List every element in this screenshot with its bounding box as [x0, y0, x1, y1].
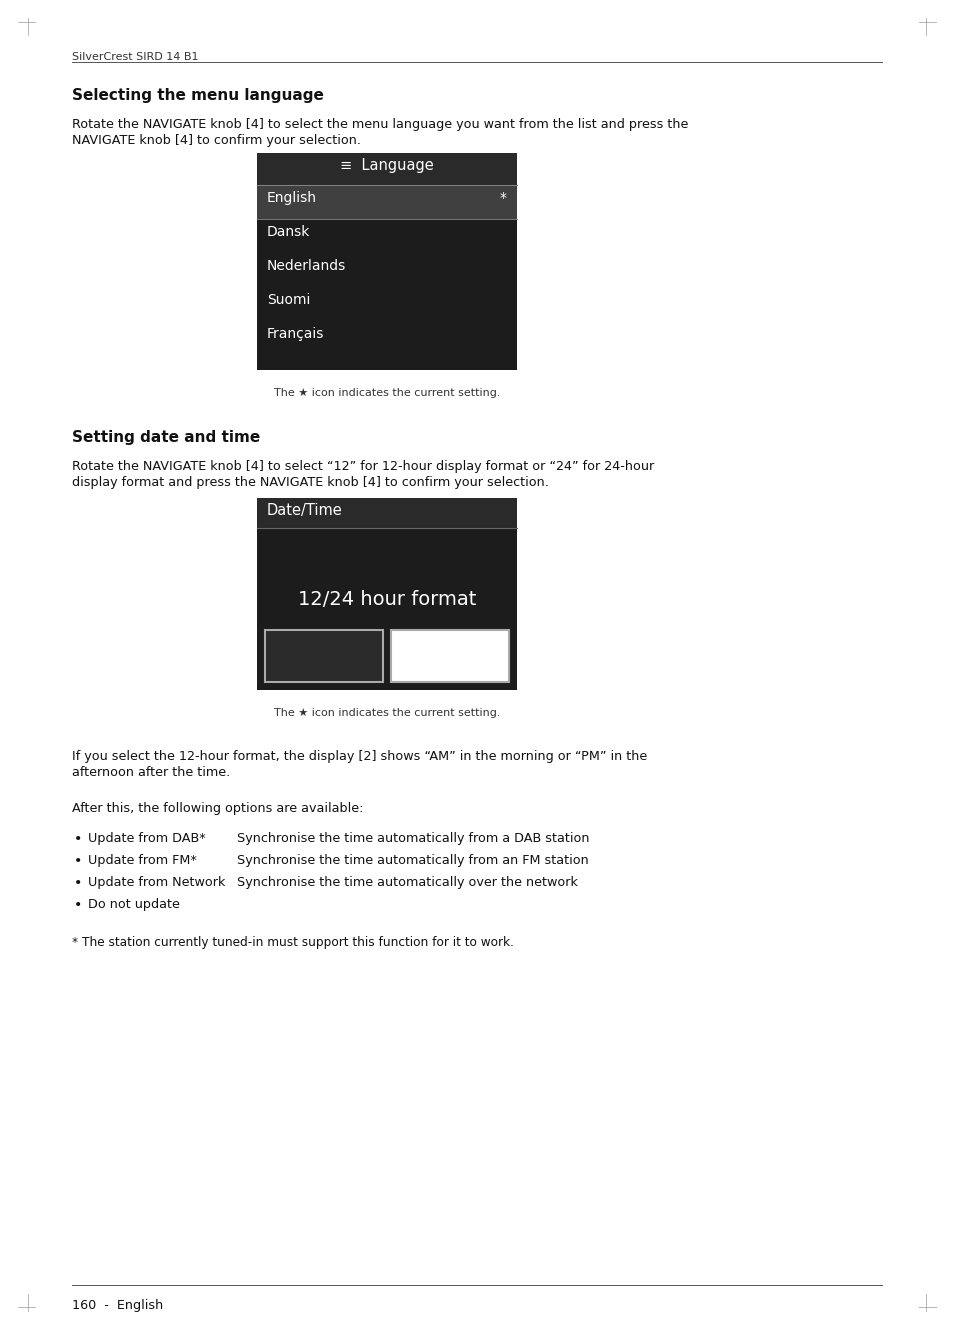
Text: Nederlands: Nederlands — [267, 259, 346, 272]
Text: The ★ icon indicates the current setting.: The ★ icon indicates the current setting… — [274, 388, 499, 397]
Text: afternoon after the time.: afternoon after the time. — [71, 766, 230, 779]
Text: * The station currently tuned-in must support this function for it to work.: * The station currently tuned-in must su… — [71, 936, 514, 949]
FancyBboxPatch shape — [256, 498, 517, 690]
Text: Synchronise the time automatically from a DAB station: Synchronise the time automatically from … — [236, 832, 589, 845]
Text: •: • — [74, 855, 82, 868]
Text: Update from DAB*: Update from DAB* — [88, 832, 206, 845]
Text: English: English — [267, 191, 316, 205]
Text: Dansk: Dansk — [267, 225, 310, 239]
FancyBboxPatch shape — [391, 630, 509, 682]
FancyBboxPatch shape — [256, 153, 517, 185]
Text: 12: 12 — [312, 645, 336, 663]
FancyBboxPatch shape — [256, 153, 517, 369]
Text: SilverCrest SIRD 14 B1: SilverCrest SIRD 14 B1 — [71, 52, 198, 62]
Text: ≡  Language: ≡ Language — [340, 158, 434, 173]
Text: Date/Time: Date/Time — [267, 502, 342, 518]
Text: display format and press the NAVIGATE knob [4] to confirm your selection.: display format and press the NAVIGATE kn… — [71, 476, 548, 489]
Text: Setting date and time: Setting date and time — [71, 431, 260, 445]
Text: Synchronise the time automatically from an FM station: Synchronise the time automatically from … — [236, 855, 588, 867]
Text: Français: Français — [267, 327, 324, 342]
FancyBboxPatch shape — [256, 498, 517, 528]
Text: Rotate the NAVIGATE knob [4] to select the menu language you want from the list : Rotate the NAVIGATE knob [4] to select t… — [71, 118, 688, 132]
Text: Synchronise the time automatically over the network: Synchronise the time automatically over … — [236, 876, 578, 889]
FancyBboxPatch shape — [256, 185, 517, 219]
FancyBboxPatch shape — [265, 630, 382, 682]
Text: The ★ icon indicates the current setting.: The ★ icon indicates the current setting… — [274, 708, 499, 718]
Text: •: • — [74, 898, 82, 912]
Text: Rotate the NAVIGATE knob [4] to select “12” for 12-hour display format or “24” f: Rotate the NAVIGATE knob [4] to select “… — [71, 460, 654, 473]
Text: *: * — [499, 191, 506, 205]
Text: Update from Network: Update from Network — [88, 876, 225, 889]
Text: After this, the following options are available:: After this, the following options are av… — [71, 801, 363, 815]
Text: Do not update: Do not update — [88, 898, 180, 910]
Text: 12/24 hour format: 12/24 hour format — [297, 590, 476, 609]
Text: Selecting the menu language: Selecting the menu language — [71, 88, 323, 104]
Text: Suomi: Suomi — [267, 292, 310, 307]
Text: •: • — [74, 832, 82, 847]
Text: Update from FM*: Update from FM* — [88, 855, 196, 867]
Text: If you select the 12-hour format, the display [2] shows “AM” in the morning or “: If you select the 12-hour format, the di… — [71, 750, 646, 763]
Text: 160  -  English: 160 - English — [71, 1298, 163, 1312]
Text: NAVIGATE knob [4] to confirm your selection.: NAVIGATE knob [4] to confirm your select… — [71, 134, 360, 148]
Text: •: • — [74, 876, 82, 890]
Text: 24 *: 24 * — [429, 645, 470, 663]
